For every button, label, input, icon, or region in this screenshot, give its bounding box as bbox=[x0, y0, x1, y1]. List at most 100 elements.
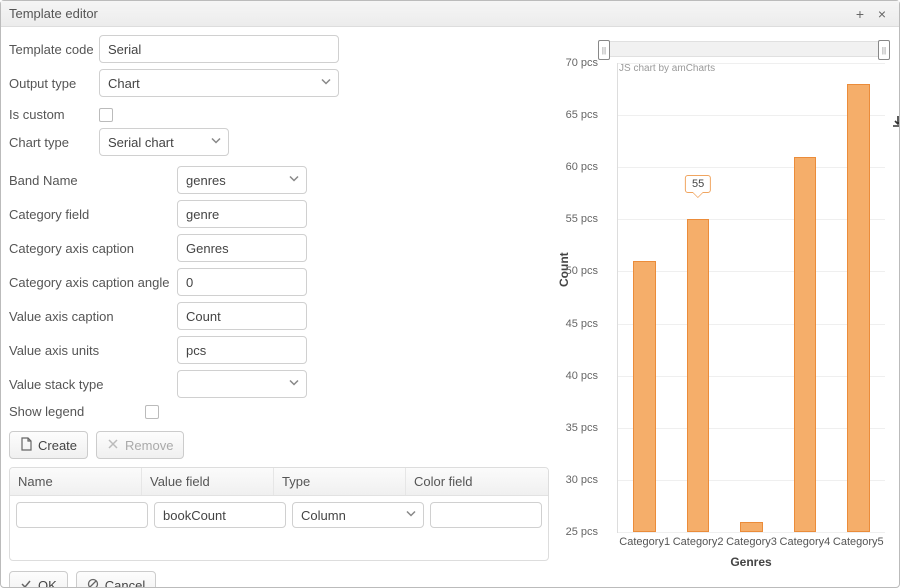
th-color-field: Color field bbox=[406, 468, 548, 495]
input-value-axis-caption[interactable]: Count bbox=[177, 302, 307, 330]
cell-name-input[interactable] bbox=[16, 502, 148, 528]
add-window-button[interactable]: + bbox=[851, 5, 869, 23]
select-value-stack-type[interactable] bbox=[177, 370, 307, 398]
table-header: Name Value field Type Color field bbox=[10, 468, 548, 496]
row-chart-type: Chart type Serial chart bbox=[9, 128, 549, 156]
row-is-custom: Is custom bbox=[9, 107, 549, 122]
scrollbar-right-grip[interactable]: || bbox=[878, 40, 890, 60]
row-band-name: Band Name genres bbox=[9, 166, 549, 194]
chevron-down-icon bbox=[288, 377, 300, 392]
x-tick-label: Category5 bbox=[833, 532, 884, 548]
chart: || || JS chart by amCharts 25 pcs30 pcs3… bbox=[561, 41, 885, 573]
label-template-code: Template code bbox=[9, 42, 99, 57]
cancel-button[interactable]: Cancel bbox=[76, 571, 156, 587]
cell-color-field-input[interactable] bbox=[430, 502, 542, 528]
x-tick-label: Category4 bbox=[780, 532, 831, 548]
select-band-name[interactable]: genres bbox=[177, 166, 307, 194]
input-template-code[interactable]: Serial bbox=[99, 35, 339, 63]
series-table: Name Value field Type Color field bookCo… bbox=[9, 467, 549, 561]
titlebar: Template editor + × bbox=[1, 1, 899, 27]
select-chart-type-value: Serial chart bbox=[108, 135, 174, 150]
gridline bbox=[618, 167, 885, 168]
input-category-field[interactable]: genre bbox=[177, 200, 307, 228]
create-button-label: Create bbox=[38, 438, 77, 453]
row-output-type: Output type Chart bbox=[9, 69, 549, 97]
remove-button-label: Remove bbox=[125, 438, 173, 453]
x-tick-label: Category1 bbox=[619, 532, 670, 548]
select-output-type-value: Chart bbox=[108, 76, 140, 91]
label-output-type: Output type bbox=[9, 76, 99, 91]
cancel-icon bbox=[87, 578, 99, 588]
chart-bar[interactable] bbox=[687, 219, 709, 532]
y-tick-label: 50 pcs bbox=[566, 265, 604, 277]
label-category-field: Category field bbox=[9, 207, 177, 222]
row-value-axis-caption: Value axis caption Count bbox=[9, 302, 549, 330]
ok-button[interactable]: OK bbox=[9, 571, 68, 587]
checkbox-show-legend[interactable] bbox=[145, 405, 159, 419]
y-tick-label: 30 pcs bbox=[566, 474, 604, 486]
close-window-button[interactable]: × bbox=[873, 5, 891, 23]
y-tick-label: 25 pcs bbox=[566, 526, 604, 538]
y-tick-label: 55 pcs bbox=[566, 213, 604, 225]
y-tick-label: 35 pcs bbox=[566, 422, 604, 434]
y-tick-label: 70 pcs bbox=[566, 57, 604, 69]
ok-button-label: OK bbox=[38, 578, 57, 588]
chart-panel: Count || || JS chart by amCharts 25 pcs3… bbox=[561, 35, 891, 579]
row-template-code: Template code Serial bbox=[9, 35, 549, 63]
y-tick-label: 60 pcs bbox=[566, 161, 604, 173]
gridline bbox=[618, 271, 885, 272]
chart-tooltip: 55 bbox=[685, 175, 711, 193]
download-icon[interactable] bbox=[889, 113, 899, 131]
select-output-type[interactable]: Chart bbox=[99, 69, 339, 97]
template-editor-window: Template editor + × Template code Serial… bbox=[0, 0, 900, 588]
gridline bbox=[618, 63, 885, 64]
create-button[interactable]: Create bbox=[9, 431, 88, 459]
label-band-name: Band Name bbox=[9, 173, 177, 188]
plot-area: 25 pcs30 pcs35 pcs40 pcs45 pcs50 pcs55 p… bbox=[617, 63, 885, 533]
select-band-name-value: genres bbox=[186, 173, 226, 188]
chevron-down-icon bbox=[320, 76, 332, 91]
chart-bar[interactable] bbox=[794, 157, 816, 532]
window-title: Template editor bbox=[9, 6, 847, 21]
y-tick-label: 45 pcs bbox=[566, 318, 604, 330]
row-category-field: Category field genre bbox=[9, 200, 549, 228]
label-category-axis-caption: Category axis caption bbox=[9, 241, 177, 256]
footer: OK Cancel bbox=[9, 561, 549, 587]
table-body: bookCount Column bbox=[10, 496, 548, 560]
x-tick-label: Category2 bbox=[673, 532, 724, 548]
document-icon bbox=[20, 437, 32, 454]
chart-bar[interactable] bbox=[847, 84, 869, 532]
chevron-down-icon bbox=[210, 135, 222, 150]
input-category-axis-angle[interactable]: 0 bbox=[177, 268, 307, 296]
gridline bbox=[618, 428, 885, 429]
x-axis-title: Genres bbox=[617, 555, 885, 569]
gridline bbox=[618, 376, 885, 377]
th-name: Name bbox=[10, 468, 142, 495]
chevron-down-icon bbox=[405, 508, 417, 523]
th-value-field: Value field bbox=[142, 468, 274, 495]
y-tick-label: 40 pcs bbox=[566, 370, 604, 382]
chart-zoom-scrollbar[interactable]: || || bbox=[603, 41, 885, 57]
label-value-axis-caption: Value axis caption bbox=[9, 309, 177, 324]
cell-type-value: Column bbox=[301, 508, 346, 523]
chart-bar[interactable] bbox=[740, 522, 762, 532]
gridline bbox=[618, 115, 885, 116]
chart-bar[interactable] bbox=[633, 261, 655, 532]
input-value-axis-units[interactable]: pcs bbox=[177, 336, 307, 364]
label-show-legend: Show legend bbox=[9, 404, 145, 419]
checkbox-is-custom[interactable] bbox=[99, 108, 113, 122]
row-category-axis-caption: Category axis caption Genres bbox=[9, 234, 549, 262]
chevron-down-icon bbox=[288, 173, 300, 188]
x-tick-label: Category3 bbox=[726, 532, 777, 548]
row-category-axis-angle: Category axis caption angle 0 bbox=[9, 268, 549, 296]
label-chart-type: Chart type bbox=[9, 135, 99, 150]
remove-button[interactable]: Remove bbox=[96, 431, 184, 459]
cell-type-select[interactable]: Column bbox=[292, 502, 424, 528]
row-value-axis-units: Value axis units pcs bbox=[9, 336, 549, 364]
label-value-axis-units: Value axis units bbox=[9, 343, 177, 358]
chart-plot: 25 pcs30 pcs35 pcs40 pcs45 pcs50 pcs55 p… bbox=[603, 59, 885, 573]
input-category-axis-caption[interactable]: Genres bbox=[177, 234, 307, 262]
gridline bbox=[618, 480, 885, 481]
select-chart-type[interactable]: Serial chart bbox=[99, 128, 229, 156]
cell-value-field-input[interactable]: bookCount bbox=[154, 502, 286, 528]
